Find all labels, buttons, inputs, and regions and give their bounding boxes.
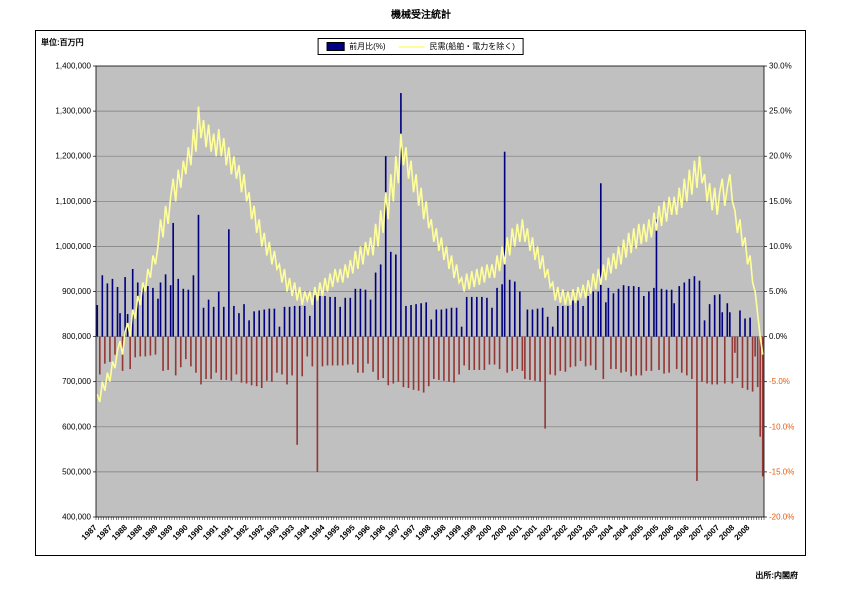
svg-text:1,200,000: 1,200,000 — [55, 152, 91, 161]
svg-text:1998: 1998 — [414, 523, 433, 542]
line-series-swatch — [398, 45, 425, 48]
svg-text:1989: 1989 — [156, 523, 175, 542]
chart-frame: 単位:百万円 前月比(%) 民需(船舶・電力を除く) 400,000 500,00… — [35, 30, 806, 556]
svg-text:1,100,000: 1,100,000 — [55, 197, 91, 206]
line-series-label: 民需(船舶・電力を除く) — [429, 42, 515, 51]
gridlines — [93, 65, 767, 518]
svg-text:1996: 1996 — [353, 523, 372, 542]
svg-text:1999: 1999 — [459, 523, 478, 542]
svg-text:800,000: 800,000 — [62, 332, 91, 341]
svg-text:600,000: 600,000 — [62, 422, 91, 431]
svg-text:1989: 1989 — [140, 523, 159, 542]
svg-text:2001: 2001 — [505, 523, 524, 542]
svg-text:1996: 1996 — [368, 523, 387, 542]
svg-text:2003: 2003 — [581, 523, 600, 542]
svg-text:2007: 2007 — [687, 523, 706, 542]
svg-text:1997: 1997 — [399, 523, 418, 542]
svg-text:1992: 1992 — [232, 523, 251, 542]
svg-text:400,000: 400,000 — [62, 513, 91, 522]
private-demand-line — [96, 106, 764, 403]
svg-text:1,400,000: 1,400,000 — [55, 62, 91, 71]
combo-chart: 400,000 500,000 600,000 700,000 800,000 900,0… — [55, 62, 794, 542]
svg-text:1997: 1997 — [383, 523, 402, 542]
svg-text:1991: 1991 — [216, 523, 235, 542]
svg-text:2005: 2005 — [626, 523, 645, 542]
svg-text:-10.0%: -10.0% — [769, 422, 794, 431]
svg-text:1987: 1987 — [80, 523, 99, 542]
svg-text:2000: 2000 — [490, 523, 509, 542]
x-axis: 1987198719881988198919891990199019911991… — [80, 517, 765, 542]
svg-text:1992: 1992 — [247, 523, 266, 542]
svg-text:20.0%: 20.0% — [769, 152, 792, 161]
svg-text:5.0%: 5.0% — [769, 287, 787, 296]
svg-text:2004: 2004 — [596, 523, 615, 542]
svg-text:1993: 1993 — [262, 523, 281, 542]
svg-text:1995: 1995 — [323, 523, 342, 542]
svg-text:1988: 1988 — [125, 523, 144, 542]
svg-text:30.0%: 30.0% — [769, 62, 792, 71]
svg-text:2008: 2008 — [733, 523, 752, 542]
svg-text:1,000,000: 1,000,000 — [55, 242, 91, 251]
page-title: 機械受注統計 — [391, 10, 451, 21]
bar-series-swatch — [326, 42, 345, 51]
unit-label: 単位:百万円 — [41, 38, 84, 47]
svg-text:1999: 1999 — [444, 523, 463, 542]
svg-text:1993: 1993 — [277, 523, 296, 542]
svg-text:500,000: 500,000 — [62, 467, 91, 476]
svg-text:1994: 1994 — [307, 523, 326, 542]
svg-text:1988: 1988 — [110, 523, 129, 542]
svg-text:2002: 2002 — [535, 523, 554, 542]
svg-text:2000: 2000 — [474, 523, 493, 542]
svg-text:700,000: 700,000 — [62, 377, 91, 386]
svg-text:2003: 2003 — [566, 523, 585, 542]
right-axis-labels: 30.0% 25.0% 20.0% 15.0% 10.0% 5.0% 0.0% -5.0% -1… — [769, 62, 794, 522]
svg-text:2005: 2005 — [641, 523, 660, 542]
source-label: 出所:内閣府 — [755, 571, 798, 580]
svg-text:2006: 2006 — [672, 523, 691, 542]
svg-text:1991: 1991 — [201, 523, 220, 542]
svg-text:2004: 2004 — [611, 523, 630, 542]
svg-text:2006: 2006 — [657, 523, 676, 542]
svg-text:10.0%: 10.0% — [769, 242, 792, 251]
svg-text:1987: 1987 — [95, 523, 114, 542]
left-axis-labels: 400,000 500,000 600,000 700,000 800,000 900,0… — [55, 62, 91, 522]
svg-text:2007: 2007 — [702, 523, 721, 542]
svg-text:900,000: 900,000 — [62, 287, 91, 296]
svg-text:1990: 1990 — [186, 523, 205, 542]
svg-text:1995: 1995 — [338, 523, 357, 542]
svg-text:2002: 2002 — [550, 523, 569, 542]
svg-text:1990: 1990 — [171, 523, 190, 542]
svg-text:15.0%: 15.0% — [769, 197, 792, 206]
svg-text:25.0%: 25.0% — [769, 107, 792, 116]
svg-text:1,300,000: 1,300,000 — [55, 107, 91, 116]
svg-text:1998: 1998 — [429, 523, 448, 542]
svg-text:2008: 2008 — [717, 523, 736, 542]
svg-text:2001: 2001 — [520, 523, 539, 542]
svg-text:-15.0%: -15.0% — [769, 467, 794, 476]
svg-text:0.0%: 0.0% — [769, 332, 787, 341]
legend: 前月比(%) 民需(船舶・電力を除く) — [317, 38, 524, 55]
bar-series-label: 前月比(%) — [349, 42, 386, 51]
svg-text:-20.0%: -20.0% — [769, 513, 794, 522]
svg-text:-5.0%: -5.0% — [769, 377, 790, 386]
svg-text:1994: 1994 — [292, 523, 311, 542]
